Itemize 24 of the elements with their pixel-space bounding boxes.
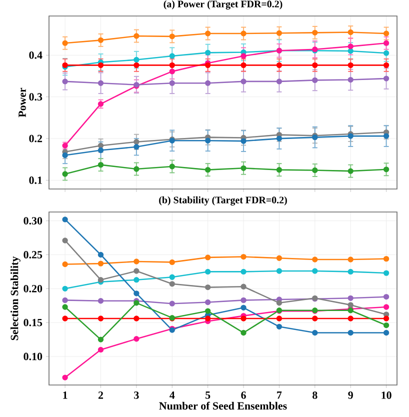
chart-title: (b) Stability (Target FDR=0.2) (159, 196, 287, 206)
x-tick-label: 7 (277, 392, 282, 399)
x-tick-label: 1 (63, 392, 68, 399)
y-tick-label: 0.10 (24, 352, 42, 360)
x-tick-label: 4 (170, 392, 175, 399)
y-axis-title: Power (18, 88, 26, 118)
x-axis-title: Number of Seed Ensembles (159, 402, 287, 410)
y-tick-label: 0.20 (24, 284, 42, 292)
y-tick-label: 0.15 (24, 318, 42, 326)
y-tick-label: 0.2 (29, 134, 42, 142)
x-tick-label: 3 (134, 392, 139, 399)
y-tick-label: 0.4 (29, 51, 42, 59)
y-tick-label: 0.30 (24, 217, 42, 225)
y-tick-label: 0.1 (29, 176, 42, 184)
x-tick-label: 10 (382, 392, 392, 399)
x-tick-label: 2 (98, 392, 104, 399)
x-tick-label: 5 (206, 392, 210, 399)
y-tick-label: 0.25 (24, 251, 42, 258)
chart-title: (a) Power (Target FDR=0.2) (164, 0, 282, 10)
y-tick-label: 0.3 (29, 93, 42, 101)
x-tick-label: 6 (241, 392, 246, 399)
x-tick-label: 9 (348, 392, 353, 399)
x-tick-label: 8 (312, 392, 318, 399)
y-axis-title: Selection Stability (10, 256, 20, 340)
